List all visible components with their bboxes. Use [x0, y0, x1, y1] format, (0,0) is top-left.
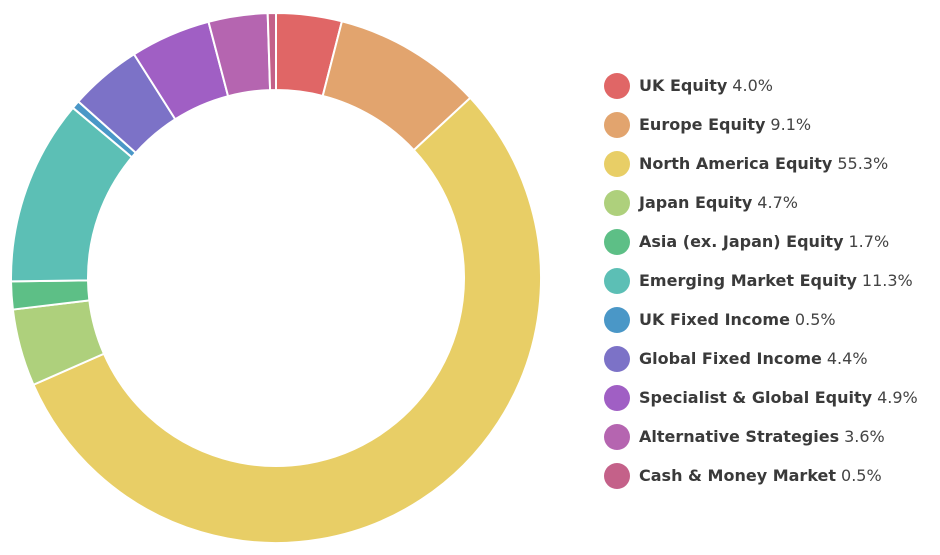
legend-value: 9.1% [770, 115, 812, 134]
legend-swatch [604, 150, 630, 177]
donut-chart [10, 11, 542, 544]
legend-label: Cash & Money Market [639, 466, 837, 485]
legend-item-specialist-global-equity[interactable]: Specialist & Global Equity 4.9% [604, 378, 918, 417]
legend-item-emerging-market-equity[interactable]: Emerging Market Equity 11.3% [604, 261, 918, 300]
legend-swatch [604, 267, 630, 294]
legend-value: 4.4% [826, 349, 868, 368]
legend-swatch [604, 228, 630, 255]
legend-swatch [604, 111, 630, 138]
legend-value: 0.5% [841, 466, 882, 485]
legend-value: 4.9% [877, 388, 918, 407]
legend-item-north-america-equity[interactable]: North America Equity 55.3% [604, 144, 918, 183]
legend-value: 3.6% [844, 427, 885, 446]
legend-label: Alternative Strategies [639, 427, 840, 446]
slice-north-america-equity[interactable] [32, 96, 542, 544]
legend-label: UK Equity [639, 76, 728, 95]
legend-swatch [604, 345, 630, 372]
legend-value: 55.3% [837, 154, 889, 173]
legend-value: 4.0% [732, 76, 773, 95]
legend-swatch [604, 462, 630, 489]
legend-label: Emerging Market Equity [639, 271, 857, 290]
legend-value: 1.7% [848, 232, 890, 251]
legend-item-global-fixed-income[interactable]: Global Fixed Income 4.4% [604, 339, 918, 378]
legend-value: 11.3% [861, 271, 913, 290]
legend-item-asia-ex-japan-equity[interactable]: Asia (ex. Japan) Equity 1.7% [604, 222, 918, 261]
legend-label: UK Fixed Income [639, 310, 790, 329]
legend-swatch [604, 72, 630, 99]
legend-value: 0.5% [794, 310, 836, 329]
legend-item-alternative-strategies[interactable]: Alternative Strategies 3.6% [604, 417, 918, 456]
legend-item-japan-equity[interactable]: Japan Equity 4.7% [604, 183, 918, 222]
legend-label: North America Equity [639, 154, 833, 173]
legend-label: Specialist & Global Equity [639, 388, 873, 407]
legend-swatch [604, 189, 630, 216]
legend-swatch [604, 384, 630, 411]
legend-label: Global Fixed Income [639, 349, 822, 368]
chart-legend: UK Equity 4.0% Europe Equity 9.1% North Amer… [604, 66, 918, 495]
slice-cash-money-market[interactable] [266, 11, 277, 92]
legend-label: Europe Equity [639, 115, 766, 134]
legend-label: Japan Equity [639, 193, 753, 212]
legend-swatch [604, 423, 630, 450]
legend-item-cash-money-market[interactable]: Cash & Money Market 0.5% [604, 456, 918, 495]
legend-item-uk-fixed-income[interactable]: UK Fixed Income 0.5% [604, 300, 918, 339]
legend-swatch [604, 306, 630, 333]
legend-value: 4.7% [757, 193, 798, 212]
legend-item-uk-equity[interactable]: UK Equity 4.0% [604, 66, 918, 105]
legend-item-europe-equity[interactable]: Europe Equity 9.1% [604, 105, 918, 144]
legend-label: Asia (ex. Japan) Equity [639, 232, 844, 251]
